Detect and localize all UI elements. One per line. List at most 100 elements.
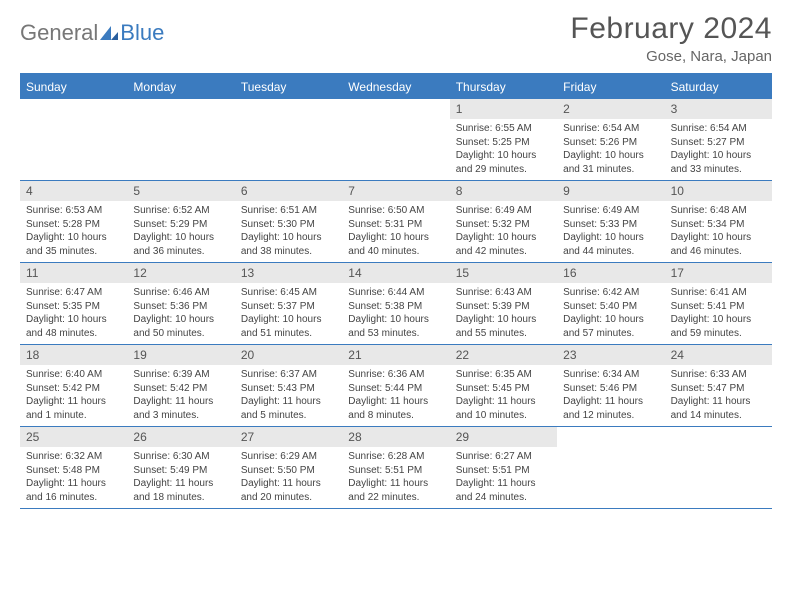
day-number: 12 <box>127 263 234 283</box>
day-sr: Sunrise: 6:52 AM <box>133 204 228 218</box>
day-sr: Sunrise: 6:55 AM <box>456 122 551 136</box>
day-number: 17 <box>665 263 772 283</box>
day-info: Sunrise: 6:51 AMSunset: 5:30 PMDaylight:… <box>235 201 342 261</box>
day-header: Thursday <box>450 75 557 99</box>
day-cell: 10Sunrise: 6:48 AMSunset: 5:34 PMDayligh… <box>665 181 772 263</box>
day-ss: Sunset: 5:51 PM <box>456 464 551 478</box>
day-info: Sunrise: 6:36 AMSunset: 5:44 PMDaylight:… <box>342 365 449 425</box>
day-ss: Sunset: 5:43 PM <box>241 382 336 396</box>
empty-cell <box>20 99 127 181</box>
day-cell: 5Sunrise: 6:52 AMSunset: 5:29 PMDaylight… <box>127 181 234 263</box>
day-ss: Sunset: 5:38 PM <box>348 300 443 314</box>
day-dl: Daylight: 10 hours and 57 minutes. <box>563 313 658 340</box>
day-sr: Sunrise: 6:49 AM <box>563 204 658 218</box>
day-ss: Sunset: 5:41 PM <box>671 300 766 314</box>
day-ss: Sunset: 5:39 PM <box>456 300 551 314</box>
day-info: Sunrise: 6:55 AMSunset: 5:25 PMDaylight:… <box>450 119 557 179</box>
day-info: Sunrise: 6:37 AMSunset: 5:43 PMDaylight:… <box>235 365 342 425</box>
day-number: 21 <box>342 345 449 365</box>
day-sr: Sunrise: 6:33 AM <box>671 368 766 382</box>
day-sr: Sunrise: 6:30 AM <box>133 450 228 464</box>
day-dl: Daylight: 11 hours and 20 minutes. <box>241 477 336 504</box>
day-dl: Daylight: 10 hours and 42 minutes. <box>456 231 551 258</box>
day-info: Sunrise: 6:49 AMSunset: 5:33 PMDaylight:… <box>557 201 664 261</box>
logo-text-general: General <box>20 20 98 46</box>
day-dl: Daylight: 10 hours and 35 minutes. <box>26 231 121 258</box>
day-number: 26 <box>127 427 234 447</box>
day-info: Sunrise: 6:54 AMSunset: 5:27 PMDaylight:… <box>665 119 772 179</box>
day-ss: Sunset: 5:49 PM <box>133 464 228 478</box>
day-dl: Daylight: 11 hours and 14 minutes. <box>671 395 766 422</box>
header: General Blue February 2024 Gose, Nara, J… <box>20 12 772 65</box>
day-number: 27 <box>235 427 342 447</box>
day-ss: Sunset: 5:34 PM <box>671 218 766 232</box>
day-ss: Sunset: 5:48 PM <box>26 464 121 478</box>
day-number: 16 <box>557 263 664 283</box>
day-header: Sunday <box>20 75 127 99</box>
day-info: Sunrise: 6:40 AMSunset: 5:42 PMDaylight:… <box>20 365 127 425</box>
day-number: 20 <box>235 345 342 365</box>
day-cell: 18Sunrise: 6:40 AMSunset: 5:42 PMDayligh… <box>20 345 127 427</box>
day-ss: Sunset: 5:42 PM <box>26 382 121 396</box>
day-ss: Sunset: 5:35 PM <box>26 300 121 314</box>
day-info: Sunrise: 6:39 AMSunset: 5:42 PMDaylight:… <box>127 365 234 425</box>
day-dl: Daylight: 10 hours and 44 minutes. <box>563 231 658 258</box>
day-ss: Sunset: 5:26 PM <box>563 136 658 150</box>
day-dl: Daylight: 10 hours and 31 minutes. <box>563 149 658 176</box>
day-sr: Sunrise: 6:54 AM <box>671 122 766 136</box>
day-dl: Daylight: 10 hours and 53 minutes. <box>348 313 443 340</box>
day-sr: Sunrise: 6:45 AM <box>241 286 336 300</box>
day-sr: Sunrise: 6:35 AM <box>456 368 551 382</box>
day-sr: Sunrise: 6:48 AM <box>671 204 766 218</box>
day-dl: Daylight: 10 hours and 40 minutes. <box>348 231 443 258</box>
day-cell: 4Sunrise: 6:53 AMSunset: 5:28 PMDaylight… <box>20 181 127 263</box>
day-number: 25 <box>20 427 127 447</box>
day-number: 14 <box>342 263 449 283</box>
day-number: 6 <box>235 181 342 201</box>
day-cell: 12Sunrise: 6:46 AMSunset: 5:36 PMDayligh… <box>127 263 234 345</box>
day-ss: Sunset: 5:50 PM <box>241 464 336 478</box>
day-cell: 19Sunrise: 6:39 AMSunset: 5:42 PMDayligh… <box>127 345 234 427</box>
day-info: Sunrise: 6:33 AMSunset: 5:47 PMDaylight:… <box>665 365 772 425</box>
day-header: Tuesday <box>235 75 342 99</box>
calendar-grid: SundayMondayTuesdayWednesdayThursdayFrid… <box>20 73 772 509</box>
day-ss: Sunset: 5:36 PM <box>133 300 228 314</box>
day-info: Sunrise: 6:28 AMSunset: 5:51 PMDaylight:… <box>342 447 449 507</box>
day-dl: Daylight: 10 hours and 51 minutes. <box>241 313 336 340</box>
day-ss: Sunset: 5:31 PM <box>348 218 443 232</box>
empty-cell <box>235 99 342 181</box>
day-header: Monday <box>127 75 234 99</box>
day-cell: 22Sunrise: 6:35 AMSunset: 5:45 PMDayligh… <box>450 345 557 427</box>
day-ss: Sunset: 5:27 PM <box>671 136 766 150</box>
day-sr: Sunrise: 6:43 AM <box>456 286 551 300</box>
day-cell: 3Sunrise: 6:54 AMSunset: 5:27 PMDaylight… <box>665 99 772 181</box>
day-info: Sunrise: 6:53 AMSunset: 5:28 PMDaylight:… <box>20 201 127 261</box>
day-sr: Sunrise: 6:40 AM <box>26 368 121 382</box>
day-ss: Sunset: 5:30 PM <box>241 218 336 232</box>
day-dl: Daylight: 11 hours and 16 minutes. <box>26 477 121 504</box>
day-info: Sunrise: 6:49 AMSunset: 5:32 PMDaylight:… <box>450 201 557 261</box>
day-dl: Daylight: 10 hours and 48 minutes. <box>26 313 121 340</box>
day-sr: Sunrise: 6:37 AM <box>241 368 336 382</box>
day-dl: Daylight: 11 hours and 24 minutes. <box>456 477 551 504</box>
day-sr: Sunrise: 6:50 AM <box>348 204 443 218</box>
day-ss: Sunset: 5:37 PM <box>241 300 336 314</box>
day-dl: Daylight: 11 hours and 18 minutes. <box>133 477 228 504</box>
empty-cell <box>665 427 772 509</box>
day-number: 8 <box>450 181 557 201</box>
day-cell: 16Sunrise: 6:42 AMSunset: 5:40 PMDayligh… <box>557 263 664 345</box>
day-sr: Sunrise: 6:39 AM <box>133 368 228 382</box>
day-number: 2 <box>557 99 664 119</box>
day-info: Sunrise: 6:45 AMSunset: 5:37 PMDaylight:… <box>235 283 342 343</box>
day-info: Sunrise: 6:35 AMSunset: 5:45 PMDaylight:… <box>450 365 557 425</box>
day-cell: 11Sunrise: 6:47 AMSunset: 5:35 PMDayligh… <box>20 263 127 345</box>
day-ss: Sunset: 5:42 PM <box>133 382 228 396</box>
day-cell: 13Sunrise: 6:45 AMSunset: 5:37 PMDayligh… <box>235 263 342 345</box>
day-ss: Sunset: 5:28 PM <box>26 218 121 232</box>
day-dl: Daylight: 10 hours and 36 minutes. <box>133 231 228 258</box>
day-info: Sunrise: 6:47 AMSunset: 5:35 PMDaylight:… <box>20 283 127 343</box>
day-cell: 26 Sunrise: 6:30 AMSunset: 5:49 PMDayligh… <box>127 427 234 509</box>
day-cell: 21Sunrise: 6:36 AMSunset: 5:44 PMDayligh… <box>342 345 449 427</box>
day-info: Sunrise: 6:29 AMSunset: 5:50 PMDaylight:… <box>235 447 342 507</box>
day-ss: Sunset: 5:25 PM <box>456 136 551 150</box>
